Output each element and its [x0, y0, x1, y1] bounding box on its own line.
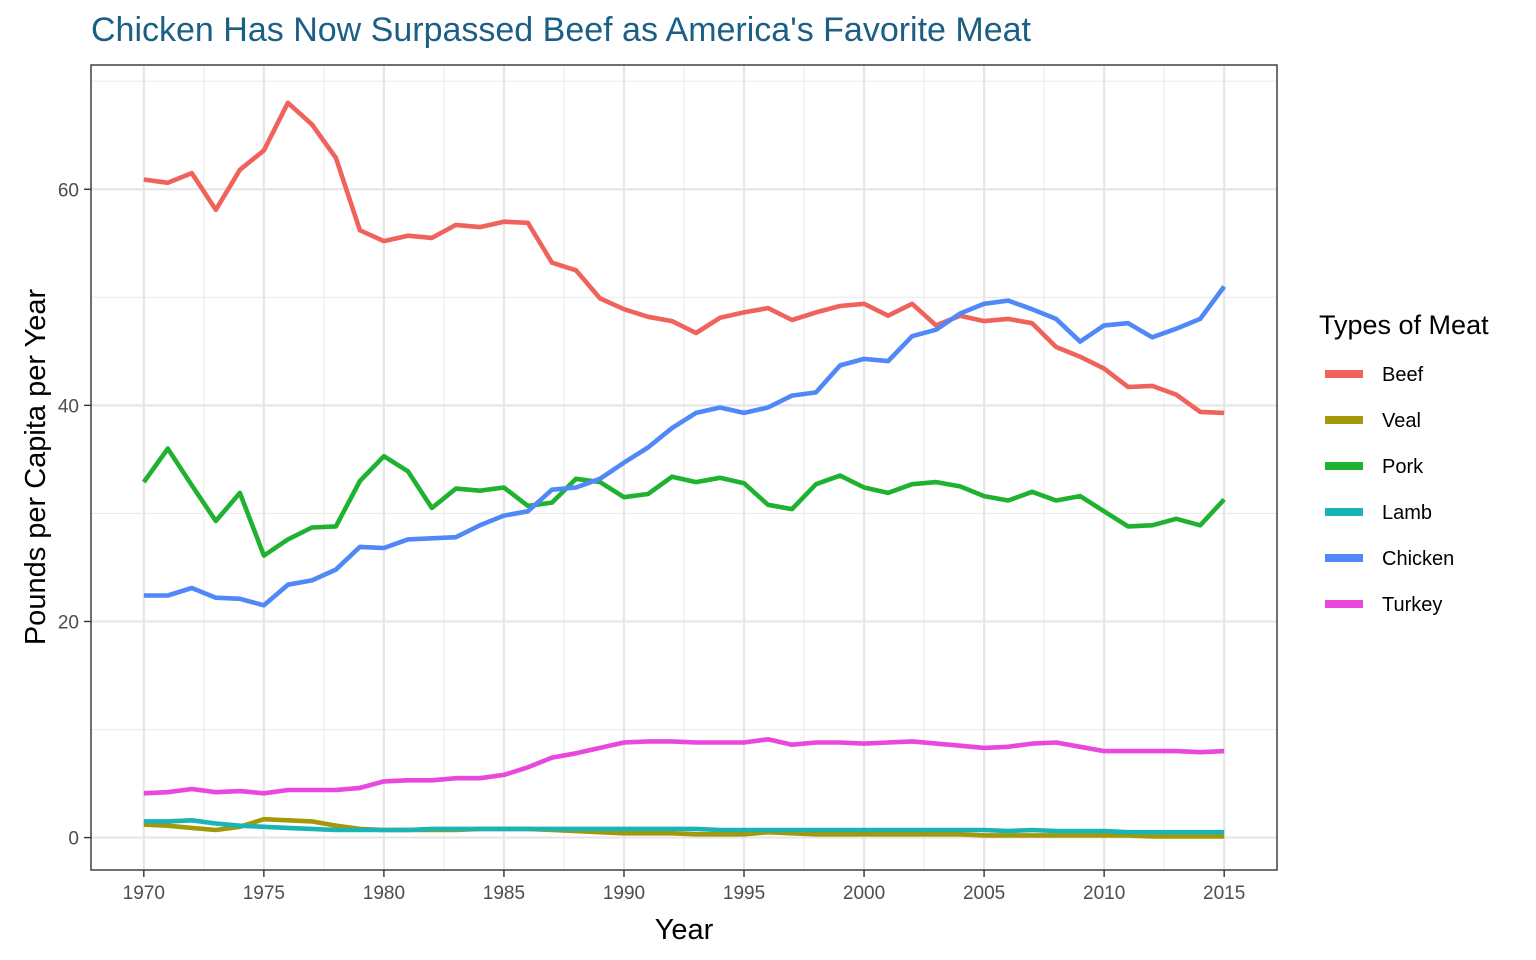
legend-item-veal: Veal	[1325, 410, 1421, 432]
y-axis-title: Pounds per Capita per Year	[20, 289, 52, 646]
legend-label: Turkey	[1382, 594, 1442, 616]
x-tick-label: 1990	[603, 883, 645, 904]
y-tick-label: 40	[58, 396, 79, 417]
x-tick-label: 2000	[843, 883, 885, 904]
legend: Types of Meat Beef Veal Pork Lamb Chicken Tur…	[1319, 310, 1489, 616]
chart-title: Chicken Has Now Surpassed Beef as Americ…	[91, 11, 1032, 49]
x-tick-label: 1970	[123, 883, 165, 904]
grid	[91, 65, 1277, 870]
x-tick-label: 1985	[483, 883, 525, 904]
legend-label: Lamb	[1382, 502, 1432, 524]
y-tick-label: 0	[68, 829, 79, 850]
x-axis-title: Year	[655, 914, 714, 946]
x-tick-label: 1980	[363, 883, 405, 904]
series-line-turkey	[143, 736, 1225, 796]
legend-label: Pork	[1382, 456, 1424, 478]
series-line-beef	[143, 100, 1225, 416]
plot-border	[90, 64, 1278, 871]
legend-items: Beef Veal Pork Lamb Chicken Turkey	[1325, 364, 1454, 616]
legend-item-pork: Pork	[1325, 456, 1424, 478]
y-axis: 0 20 40 60	[58, 180, 91, 850]
legend-item-beef: Beef	[1325, 364, 1424, 386]
legend-item-turkey: Turkey	[1325, 594, 1442, 616]
x-tick-label: 2015	[1203, 883, 1245, 904]
y-tick-label: 20	[58, 612, 79, 633]
series-line-chicken	[143, 285, 1227, 608]
series-line-pork	[141, 446, 1226, 558]
legend-label: Beef	[1382, 364, 1424, 386]
legend-item-chicken: Chicken	[1325, 548, 1454, 570]
y-tick-label: 60	[58, 180, 79, 201]
legend-label: Veal	[1382, 410, 1421, 432]
x-axis: 1970 1975 1980 1985 1990 1995 2000 2005 2010 2015	[123, 870, 1245, 904]
x-tick-label: 2005	[963, 883, 1005, 904]
legend-label: Chicken	[1382, 548, 1454, 570]
series-line-veal	[143, 816, 1225, 839]
x-tick-label: 1995	[723, 883, 765, 904]
series-lines	[141, 100, 1227, 839]
legend-item-lamb: Lamb	[1325, 502, 1432, 524]
x-tick-label: 2010	[1083, 883, 1125, 904]
legend-title: Types of Meat	[1319, 310, 1489, 340]
x-tick-label: 1975	[243, 883, 285, 904]
series-line-lamb	[143, 817, 1225, 835]
